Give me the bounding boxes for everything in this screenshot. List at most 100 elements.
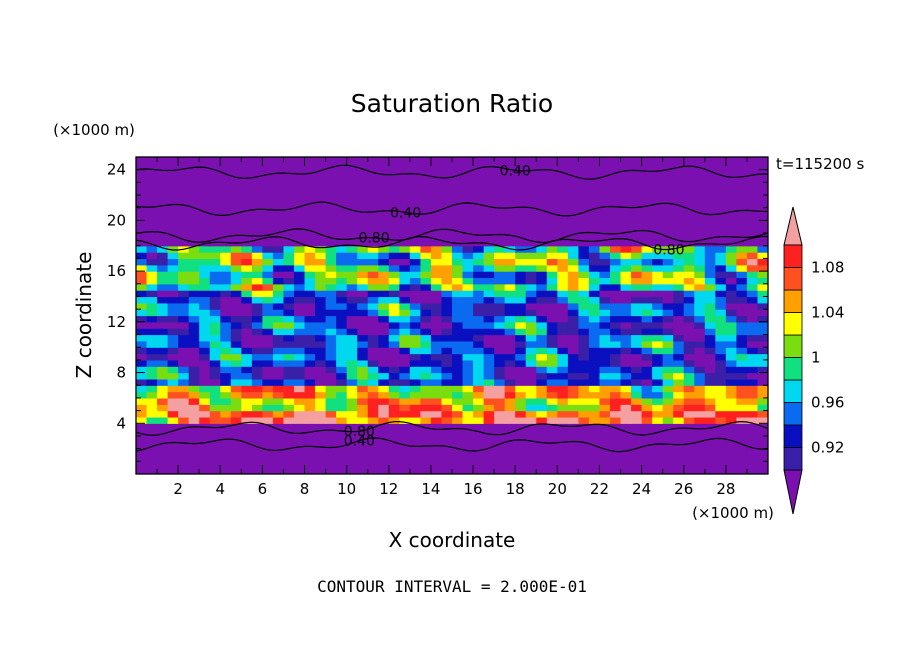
heatmap-cell [557,410,569,418]
heatmap-cell [146,157,158,164]
heatmap-cell [357,340,369,348]
heatmap-cell [631,290,643,298]
heatmap-cell [272,353,285,361]
heatmap-cell [157,169,169,177]
heatmap-cell [473,416,485,424]
heatmap-cell [336,214,348,221]
heatmap-cell [294,176,306,183]
heatmap-cell [588,214,601,221]
heatmap-cell [704,423,716,431]
heatmap-cell [388,302,400,310]
heatmap-cell [336,233,348,241]
heatmap-cell [494,467,506,474]
heatmap-cell [483,410,495,418]
heatmap-cell [157,163,169,171]
heatmap-cell [715,296,727,304]
heatmap-cell [525,195,537,202]
heatmap-cell [241,195,253,202]
heatmap-cell [325,410,337,418]
heatmap-cell [220,157,232,164]
heatmap-cell [736,366,748,374]
heatmap-cell [652,397,664,405]
heatmap-cell [346,182,358,190]
heatmap-cell [704,442,716,450]
heatmap-cell [746,315,759,323]
heatmap-cell [704,264,716,272]
heatmap-cell [409,283,421,291]
heatmap-cell [662,290,674,298]
heatmap-cell [336,182,348,190]
heatmap-cell [631,461,643,469]
heatmap-cell [483,315,495,323]
heatmap-cell [494,302,506,310]
heatmap-cell [272,302,285,310]
heatmap-cell [336,252,348,260]
heatmap-cell [294,391,306,399]
heatmap-cell [336,271,348,279]
heatmap-cell [473,309,485,317]
heatmap-cell [620,226,632,234]
heatmap-cell [578,195,590,202]
heatmap-cell [715,467,727,474]
heatmap-cell [462,296,474,304]
heatmap-cell [420,271,432,279]
heatmap-cell [599,176,611,183]
heatmap-cell [378,302,390,310]
heatmap-cell [462,277,474,285]
heatmap-cell [346,467,358,474]
heatmap-cell [525,391,537,399]
heatmap-cell [178,207,190,215]
heatmap-cell [746,309,759,317]
heatmap-cell [283,359,295,367]
heatmap-cell [578,283,590,291]
heatmap-cell [357,442,369,450]
heatmap-cell [641,239,653,247]
heatmap-cell [157,448,169,456]
heatmap-cell [146,461,158,469]
heatmap-cell [178,163,190,171]
heatmap-cell [430,366,443,374]
heatmap-cell [641,347,653,355]
heatmap-cell [662,340,674,348]
heatmap-cell [325,226,337,234]
heatmap-cell [136,226,148,234]
heatmap-cell [515,207,527,215]
heatmap-cell [272,423,285,431]
heatmap-cell [736,340,748,348]
heatmap-cell [146,258,158,266]
heatmap-cell [315,226,327,234]
heatmap-cell [620,391,632,399]
heatmap-cell [694,252,706,260]
heatmap-cell [683,435,695,443]
heatmap-cell [294,252,306,260]
heatmap-cell [378,252,390,260]
heatmap-cell [567,372,579,380]
heatmap-cell [567,271,579,279]
heatmap-cell [725,302,737,310]
heatmap-cell [452,359,464,367]
heatmap-cell [610,245,622,253]
heatmap-cell [694,334,706,342]
heatmap-cell [652,201,664,209]
heatmap-cell [557,315,569,323]
contour-label: 0.80 [358,231,389,247]
heatmap-cell [673,315,685,323]
heatmap-cell [378,188,390,196]
heatmap-cell [683,201,695,209]
heatmap-cell [704,321,716,329]
heatmap-cell [610,258,622,266]
heatmap-cell [367,435,379,443]
heatmap-cell [610,410,622,418]
heatmap-cell [441,239,453,247]
heatmap-cell [409,315,421,323]
heatmap-cell [525,302,537,310]
heatmap-cell [578,245,590,253]
heatmap-cell [136,442,148,450]
heatmap-cell [336,397,348,405]
heatmap-cell [430,378,443,386]
heatmap-cell [136,163,148,171]
heatmap-cell [199,385,211,393]
heatmap-cell [199,182,211,190]
heatmap-cell [399,252,411,260]
heatmap-cell [441,195,453,202]
